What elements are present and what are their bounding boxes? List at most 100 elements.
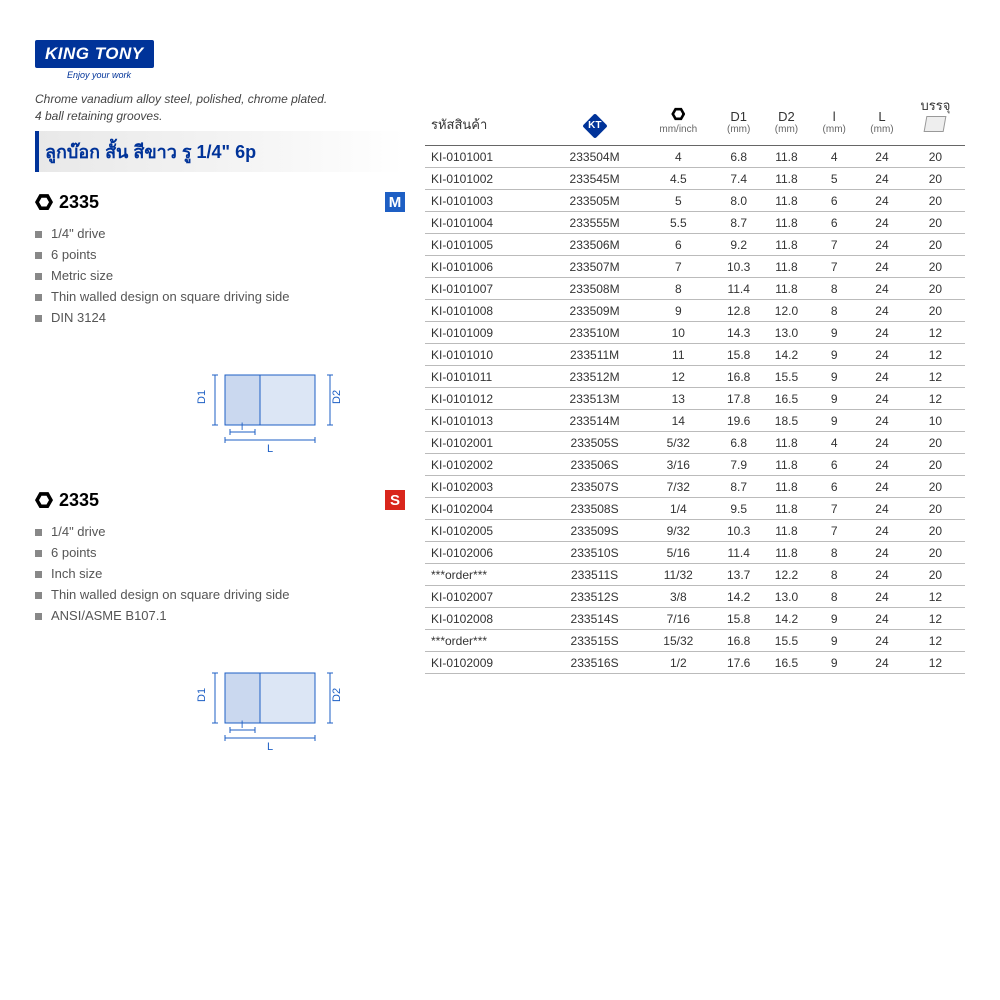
box-icon <box>924 116 947 132</box>
cell-L: 24 <box>858 168 906 190</box>
cell-sku: KI-0101003 <box>425 190 547 212</box>
cell-sku: KI-0101010 <box>425 344 547 366</box>
cell-size: 1/4 <box>642 498 715 520</box>
cell-L: 24 <box>858 498 906 520</box>
cell-size: 9/32 <box>642 520 715 542</box>
cell-d2: 11.8 <box>763 520 811 542</box>
svg-text:D2: D2 <box>331 688 343 702</box>
cell-d1: 8.7 <box>715 476 763 498</box>
cell-l: 9 <box>810 630 858 652</box>
table-row: ***order*** 233515S 15/32 16.8 15.5 9 24… <box>425 630 965 652</box>
cell-d1: 16.8 <box>715 630 763 652</box>
cell-pack: 20 <box>906 168 965 190</box>
cell-pn: 233512S <box>547 586 641 608</box>
cell-d2: 11.8 <box>763 542 811 564</box>
cell-pn: 233516S <box>547 652 641 674</box>
product-title-bar: ลูกบ๊อก สั้น สีขาว รู 1/4" 6p <box>35 131 405 172</box>
cell-sku: KI-0102001 <box>425 432 547 454</box>
cell-sku: KI-0102007 <box>425 586 547 608</box>
table-row: KI-0101003 233505M 5 8.0 11.8 6 24 20 <box>425 190 965 212</box>
cell-d2: 11.8 <box>763 476 811 498</box>
product-title: ลูกบ๊อก สั้น สีขาว รู 1/4" 6p <box>45 142 256 162</box>
spec-item: Thin walled design on square driving sid… <box>35 286 405 307</box>
table-row: KI-0101013 233514M 14 19.6 18.5 9 24 10 <box>425 410 965 432</box>
col-sku: รหัสสินค้า <box>431 114 545 135</box>
cell-sku: KI-0101008 <box>425 300 547 322</box>
svg-text:L: L <box>267 741 273 753</box>
table-row: KI-0101011 233512M 12 16.8 15.5 9 24 12 <box>425 366 965 388</box>
cell-l: 6 <box>810 190 858 212</box>
cell-pn: 233555M <box>547 212 641 234</box>
cell-size: 4 <box>642 146 715 168</box>
cell-d2: 11.8 <box>763 498 811 520</box>
table-row: KI-0102006 233510S 5/16 11.4 11.8 8 24 2… <box>425 542 965 564</box>
cell-d2: 11.8 <box>763 146 811 168</box>
cell-l: 4 <box>810 432 858 454</box>
brand-name: KING TONY <box>35 40 154 68</box>
cell-pack: 20 <box>906 212 965 234</box>
cell-pn: 233506M <box>547 234 641 256</box>
cell-sku: KI-0102004 <box>425 498 547 520</box>
spec-block: 2335 S 1/4" drive6 pointsInch sizeThin w… <box>35 490 405 758</box>
cell-sku: KI-0102006 <box>425 542 547 564</box>
cell-L: 24 <box>858 564 906 586</box>
svg-text:D1: D1 <box>196 688 208 702</box>
cell-size: 15/32 <box>642 630 715 652</box>
cell-l: 9 <box>810 366 858 388</box>
dimension-diagram: D1 D2 l L <box>185 638 365 758</box>
cell-L: 24 <box>858 652 906 674</box>
cell-d2: 15.5 <box>763 630 811 652</box>
cell-sku: KI-0101012 <box>425 388 547 410</box>
cell-sku: KI-0101013 <box>425 410 547 432</box>
spec-list: 1/4" drive6 pointsInch sizeThin walled d… <box>35 521 405 626</box>
cell-pack: 20 <box>906 520 965 542</box>
cell-pack: 20 <box>906 454 965 476</box>
cell-pack: 12 <box>906 608 965 630</box>
cell-sku: KI-0102008 <box>425 608 547 630</box>
cell-pack: 12 <box>906 652 965 674</box>
cell-d1: 19.6 <box>715 410 763 432</box>
cell-d2: 13.0 <box>763 586 811 608</box>
table-row: KI-0102003 233507S 7/32 8.7 11.8 6 24 20 <box>425 476 965 498</box>
cell-pn: 233511S <box>547 564 641 586</box>
cell-size: 10 <box>642 322 715 344</box>
cell-size: 3/16 <box>642 454 715 476</box>
table-row: KI-0102008 233514S 7/16 15.8 14.2 9 24 1… <box>425 608 965 630</box>
cell-pack: 20 <box>906 146 965 168</box>
cell-sku: KI-0101002 <box>425 168 547 190</box>
cell-pn: 233545M <box>547 168 641 190</box>
cell-L: 24 <box>858 256 906 278</box>
cell-d2: 13.0 <box>763 322 811 344</box>
cell-d2: 16.5 <box>763 388 811 410</box>
cell-L: 24 <box>858 366 906 388</box>
table-row: KI-0101008 233509M 9 12.8 12.0 8 24 20 <box>425 300 965 322</box>
cell-sku: ***order*** <box>425 564 547 586</box>
cell-pack: 20 <box>906 256 965 278</box>
svg-text:D2: D2 <box>331 390 343 404</box>
cell-d1: 10.3 <box>715 256 763 278</box>
cell-l: 7 <box>810 520 858 542</box>
brand-icon: KT <box>582 113 607 138</box>
cell-d2: 11.8 <box>763 454 811 476</box>
spec-list: 1/4" drive6 pointsMetric sizeThin walled… <box>35 223 405 328</box>
spec-item: 1/4" drive <box>35 223 405 244</box>
table-row: KI-0101002 233545M 4.5 7.4 11.8 5 24 20 <box>425 168 965 190</box>
cell-L: 24 <box>858 432 906 454</box>
cell-pn: 233511M <box>547 344 641 366</box>
cell-pn: 233514M <box>547 410 641 432</box>
cell-l: 6 <box>810 212 858 234</box>
cell-l: 7 <box>810 234 858 256</box>
table-row: KI-0101009 233510M 10 14.3 13.0 9 24 12 <box>425 322 965 344</box>
cell-l: 7 <box>810 256 858 278</box>
cell-l: 7 <box>810 498 858 520</box>
cell-sku: KI-0101011 <box>425 366 547 388</box>
cell-L: 24 <box>858 542 906 564</box>
cell-size: 4.5 <box>642 168 715 190</box>
cell-pack: 20 <box>906 300 965 322</box>
cell-pn: 233505S <box>547 432 641 454</box>
unit-badge: M <box>385 192 405 212</box>
table-row: KI-0102004 233508S 1/4 9.5 11.8 7 24 20 <box>425 498 965 520</box>
cell-l: 9 <box>810 410 858 432</box>
col-d2: D2 <box>765 109 809 124</box>
unit-badge: S <box>385 490 405 510</box>
